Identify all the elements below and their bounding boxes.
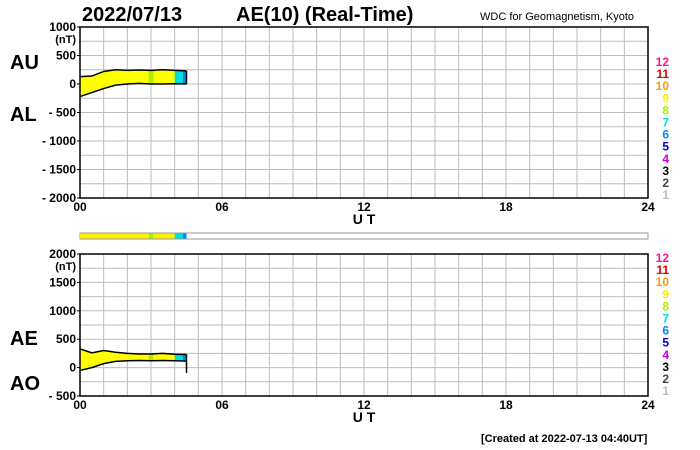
station-segment [148, 70, 154, 84]
y-tick-label: 500 [56, 332, 76, 346]
legend-station-count: 12 [656, 55, 670, 69]
created-timestamp: [Created at 2022-07-13 04:40UT] [481, 433, 648, 445]
legend-station-count: 9 [662, 91, 669, 105]
legend-station-count: 10 [656, 275, 670, 289]
y-tick-label: 1000 [49, 304, 76, 318]
station-segment [182, 70, 187, 84]
legend-station-count: 3 [662, 360, 669, 374]
x-axis-label: U T [353, 211, 376, 227]
y-unit-label: (nT) [55, 261, 76, 273]
legend-station-count: 11 [656, 263, 669, 277]
legend-station-count: 7 [662, 312, 669, 326]
series-line-ae [79, 348, 187, 356]
station-bar-segment [80, 233, 149, 239]
organization-label: WDC for Geomagnetism, Kyoto [480, 11, 635, 23]
x-tick-label: 12 [357, 398, 371, 412]
legend-station-count: 4 [662, 348, 669, 362]
legend-station-count: 1 [662, 188, 669, 202]
x-axis-label: U T [353, 409, 376, 425]
station-segment [148, 353, 154, 361]
legend-station-count: 10 [656, 79, 670, 93]
legend-station-count: 11 [656, 67, 669, 81]
ae-label: AE [10, 328, 38, 350]
legend-station-count: 3 [662, 164, 669, 178]
y-tick-label: 2000 [49, 247, 76, 261]
y-tick-label: 0 [69, 77, 76, 91]
chart-title: AE(10) (Real-Time) [236, 4, 414, 26]
station-bar-segment [148, 233, 154, 239]
legend-station-count: 6 [662, 324, 669, 338]
x-tick-label: 06 [215, 200, 229, 214]
x-tick-label: 18 [499, 398, 513, 412]
station-bar-segment [182, 233, 187, 239]
y-unit-label: (nT) [55, 34, 76, 46]
y-tick-label: - 500 [49, 389, 77, 403]
legend-station-count: 2 [662, 176, 669, 190]
legend-station-count: 8 [662, 299, 669, 313]
au-label: AU [10, 52, 39, 74]
y-tick-label: 1500 [49, 275, 76, 289]
legend-station-count: 8 [662, 103, 669, 117]
station-bar-segment [174, 233, 183, 239]
x-tick-label: 00 [73, 398, 87, 412]
x-tick-label: 06 [215, 398, 229, 412]
series-line-al [79, 82, 187, 98]
al-label: AL [10, 104, 37, 126]
y-tick-label: - 1500 [42, 163, 76, 177]
legend-station-count: 5 [662, 336, 669, 350]
y-tick-label: - 2000 [42, 191, 76, 205]
station-segment [174, 70, 183, 84]
x-tick-label: 00 [73, 200, 87, 214]
chart-date: 2022/07/13 [82, 4, 183, 26]
ao-label: AO [10, 373, 40, 395]
legend-station-count: 5 [662, 140, 669, 154]
legend-station-count: 2 [662, 372, 669, 386]
y-tick-label: 500 [56, 49, 76, 63]
legend-station-count: 9 [662, 287, 669, 301]
legend-station-count: 12 [656, 251, 670, 265]
station-bar-segment [153, 233, 175, 239]
x-tick-label: 24 [641, 398, 655, 412]
series-line-ao [79, 359, 187, 372]
station-segment [182, 354, 187, 362]
x-tick-label: 18 [499, 200, 513, 214]
y-tick-label: 0 [69, 361, 76, 375]
legend-station-count: 7 [662, 116, 669, 130]
legend-station-count: 1 [662, 384, 669, 398]
series-line-au [79, 68, 187, 78]
legend-station-count: 6 [662, 128, 669, 142]
y-tick-label: - 1000 [42, 134, 76, 148]
legend-station-count: 4 [662, 152, 669, 166]
plot-frame [79, 253, 649, 397]
y-tick-label: 1000 [49, 20, 76, 34]
station-segment [174, 354, 183, 361]
x-tick-label: 12 [357, 200, 371, 214]
y-tick-label: - 500 [49, 106, 77, 120]
x-tick-label: 24 [641, 200, 655, 214]
